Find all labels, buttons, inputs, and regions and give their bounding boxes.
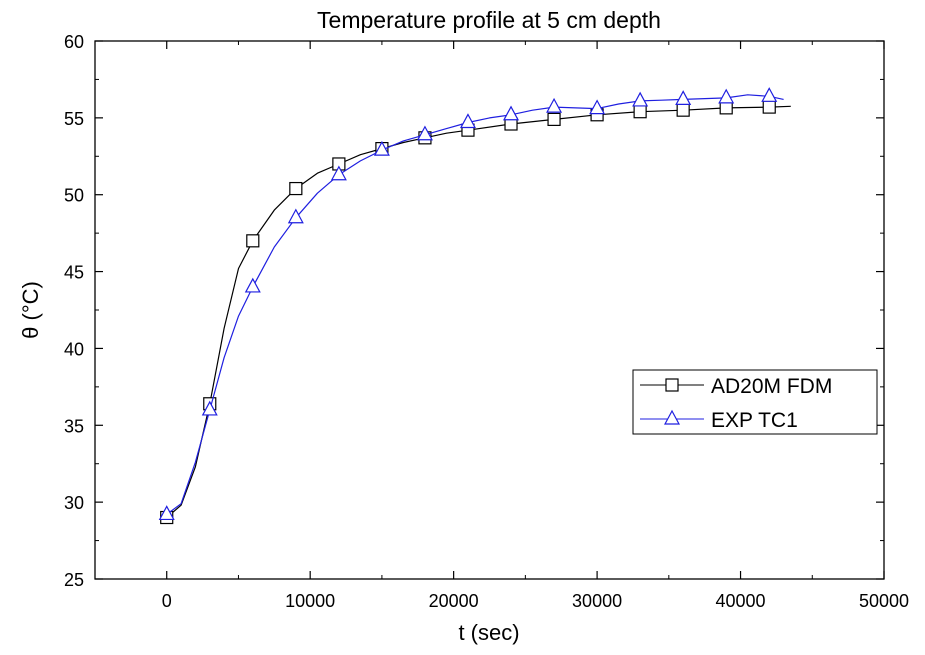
data-point-triangle	[632, 91, 649, 107]
y-tick-label: 45	[64, 263, 84, 283]
x-tick-label: 0	[162, 591, 172, 611]
y-tick-label: 55	[64, 109, 84, 129]
data-point-triangle	[416, 125, 433, 141]
data-point-square	[547, 112, 561, 126]
data-point-triangle	[546, 97, 563, 113]
legend-label-exp: EXP TC1	[711, 409, 798, 432]
series-layer	[158, 87, 791, 525]
legend-marker-square	[665, 378, 679, 392]
chart-title: Temperature profile at 5 cm depth	[317, 7, 661, 33]
x-tick-label: 50000	[859, 591, 909, 611]
data-point-triangle	[330, 165, 347, 181]
x-axis-label: t (sec)	[458, 620, 519, 645]
y-tick-label: 35	[64, 416, 84, 436]
x-tick-label: 40000	[716, 591, 766, 611]
y-tick-label: 50	[64, 186, 84, 206]
data-point-triangle	[201, 400, 218, 416]
legend-label-fdm: AD20M FDM	[711, 375, 832, 398]
data-point-triangle	[287, 208, 304, 224]
y-axis-label: θ (°C)	[18, 281, 43, 339]
y-tick-label: 60	[64, 32, 84, 52]
legend: AD20M FDM EXP TC1	[632, 369, 878, 435]
data-point-triangle	[503, 105, 520, 121]
series-line-0	[166, 105, 791, 518]
data-point-triangle	[244, 277, 261, 293]
plot-frame	[94, 40, 885, 580]
legend-marker-triangle	[663, 409, 681, 425]
data-point-triangle	[675, 90, 692, 106]
data-point-triangle	[373, 140, 390, 156]
data-point-triangle	[589, 99, 606, 115]
x-tick-label: 10000	[285, 591, 335, 611]
x-tick-label: 30000	[572, 591, 622, 611]
x-axis-ticks: 0 10000 20000 30000 40000 50000	[94, 41, 909, 611]
data-point-square	[676, 103, 690, 117]
y-tick-label: 30	[64, 493, 84, 513]
data-point-square	[762, 100, 776, 114]
data-point-square	[719, 101, 733, 115]
y-tick-label: 25	[64, 570, 84, 590]
data-point-triangle	[718, 88, 735, 104]
x-tick-label: 20000	[429, 591, 479, 611]
data-point-triangle	[158, 505, 175, 521]
series-line-1	[166, 94, 784, 515]
data-point-square	[633, 105, 647, 119]
data-point-triangle	[761, 87, 778, 102]
data-point-square	[246, 234, 260, 248]
y-axis-ticks: 25 30 35 40 45 50 55 60	[64, 32, 884, 590]
y-tick-label: 40	[64, 339, 84, 359]
data-point-square	[289, 181, 303, 196]
data-point-triangle	[459, 113, 476, 129]
